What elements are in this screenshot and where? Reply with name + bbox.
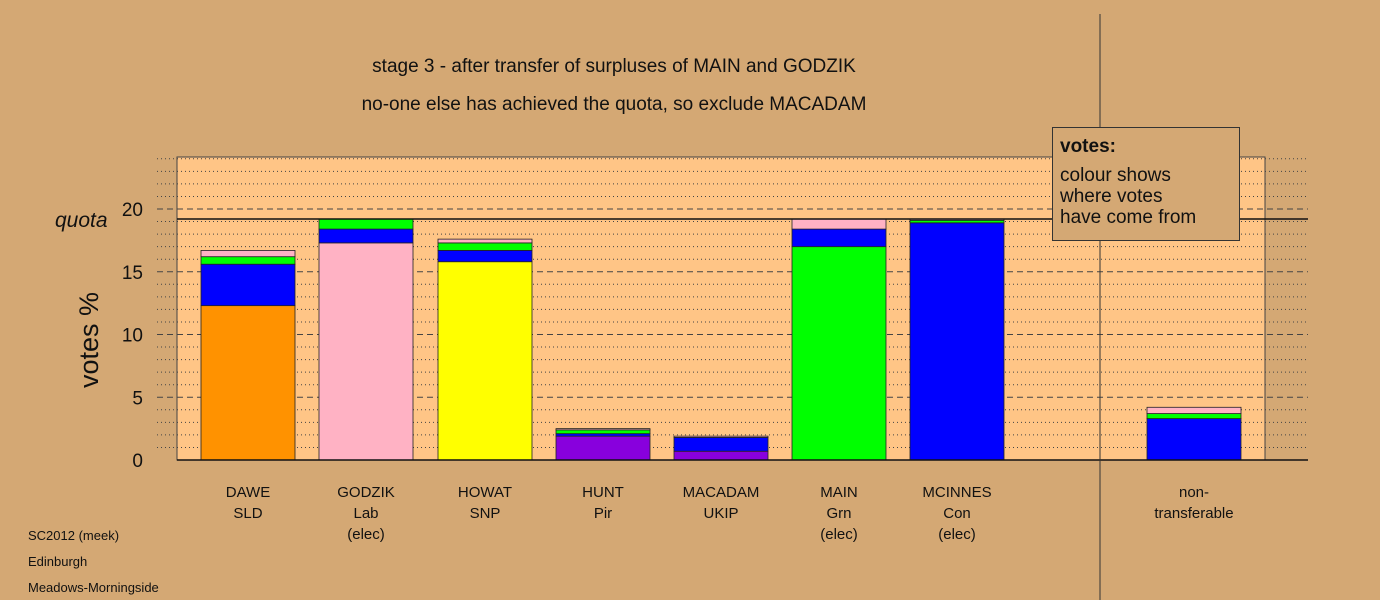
y-axis-ticks: 0 5 10 15 20: [122, 200, 143, 472]
legend-text-line-3: have come from: [1060, 207, 1197, 228]
bar-segment: [200, 250, 296, 258]
bar-non: [1146, 406, 1242, 461]
bar-segment: [200, 256, 296, 265]
bar-segment: [555, 429, 651, 435]
bar-hunt: [555, 428, 651, 461]
bar-segment: [200, 263, 296, 307]
bar-godzik: [318, 218, 414, 461]
candidate-party-label: Lab: [353, 505, 378, 522]
bar-segment: [437, 242, 533, 251]
x-axis-labels: DAWE SLD GODZIK Lab (elec) HOWAT SNP HUNT Pir MAC…: [226, 484, 1234, 543]
bar-segment: [1146, 418, 1242, 461]
candidate-name-label: HOWAT: [458, 484, 512, 501]
bar-segment: [673, 450, 769, 461]
candidate-party-label: SNP: [470, 505, 501, 522]
bar-segment: [1146, 413, 1242, 419]
bar-segment: [555, 435, 651, 461]
candidate-name-label: MACADAM: [683, 484, 760, 501]
candidate-name-label: MCINNES: [922, 484, 991, 501]
footer-method: SC2012 (meek): [28, 528, 120, 543]
bar-segment: [791, 246, 887, 461]
bar-segment: [1146, 406, 1242, 414]
bar-howat: [437, 238, 533, 461]
candidate-party-label: UKIP: [703, 505, 738, 522]
candidate-party-label: Pir: [594, 505, 612, 522]
bar-segment: [791, 228, 887, 248]
bar-segment: [318, 242, 414, 461]
bar-segment: [437, 261, 533, 461]
candidate-party-label: transferable: [1154, 505, 1233, 522]
bar-main: [791, 218, 887, 461]
bar-segment: [437, 250, 533, 263]
bar-macadam: [673, 435, 769, 461]
bar-segment: [555, 428, 651, 431]
candidate-name-label: HUNT: [582, 484, 624, 501]
bar-segment: [437, 238, 533, 244]
candidate-name-label: GODZIK: [337, 484, 395, 501]
bar-segment: [318, 228, 414, 244]
y-tick-label: 15: [122, 263, 143, 284]
footer-ward: Meadows-Morningside: [28, 580, 159, 595]
footer-city: Edinburgh: [28, 554, 88, 569]
bar-segment: [200, 305, 296, 461]
legend-title: votes:: [1060, 136, 1116, 157]
y-tick-label: 10: [122, 326, 143, 347]
legend-box: votes: colour shows where votes have com…: [1052, 127, 1240, 241]
legend-text-line-2: where votes: [1060, 186, 1163, 207]
bar-dawe: [200, 250, 296, 461]
bar-segment: [673, 435, 769, 438]
y-axis-label: votes %: [74, 292, 104, 388]
candidate-status-label: (elec): [820, 526, 858, 543]
legend-text-line-1: colour shows: [1060, 165, 1171, 186]
candidate-status-label: (elec): [938, 526, 976, 543]
y-tick-label: 5: [132, 388, 143, 409]
bar-segment: [673, 437, 769, 452]
bar-mcinnes: [909, 218, 1005, 461]
bar-segment: [909, 222, 1005, 461]
quota-label: quota: [55, 209, 108, 232]
y-tick-label: 0: [132, 451, 143, 472]
y-tick-label: 20: [122, 200, 143, 221]
chart-subtitle: no-one else has achieved the quota, so e…: [362, 94, 867, 115]
bar-segment: [318, 218, 414, 230]
bar-segment: [791, 218, 887, 230]
candidate-status-label: (elec): [347, 526, 385, 543]
candidate-party-label: Grn: [826, 505, 851, 522]
chart-title: stage 3 - after transfer of surpluses of…: [372, 56, 856, 77]
candidate-name-label: DAWE: [226, 484, 270, 501]
candidate-party-label: Con: [943, 505, 971, 522]
candidate-name-label: non-: [1179, 484, 1209, 501]
candidate-name-label: MAIN: [820, 484, 858, 501]
bar-group: [200, 218, 1242, 461]
candidate-party-label: SLD: [233, 505, 262, 522]
